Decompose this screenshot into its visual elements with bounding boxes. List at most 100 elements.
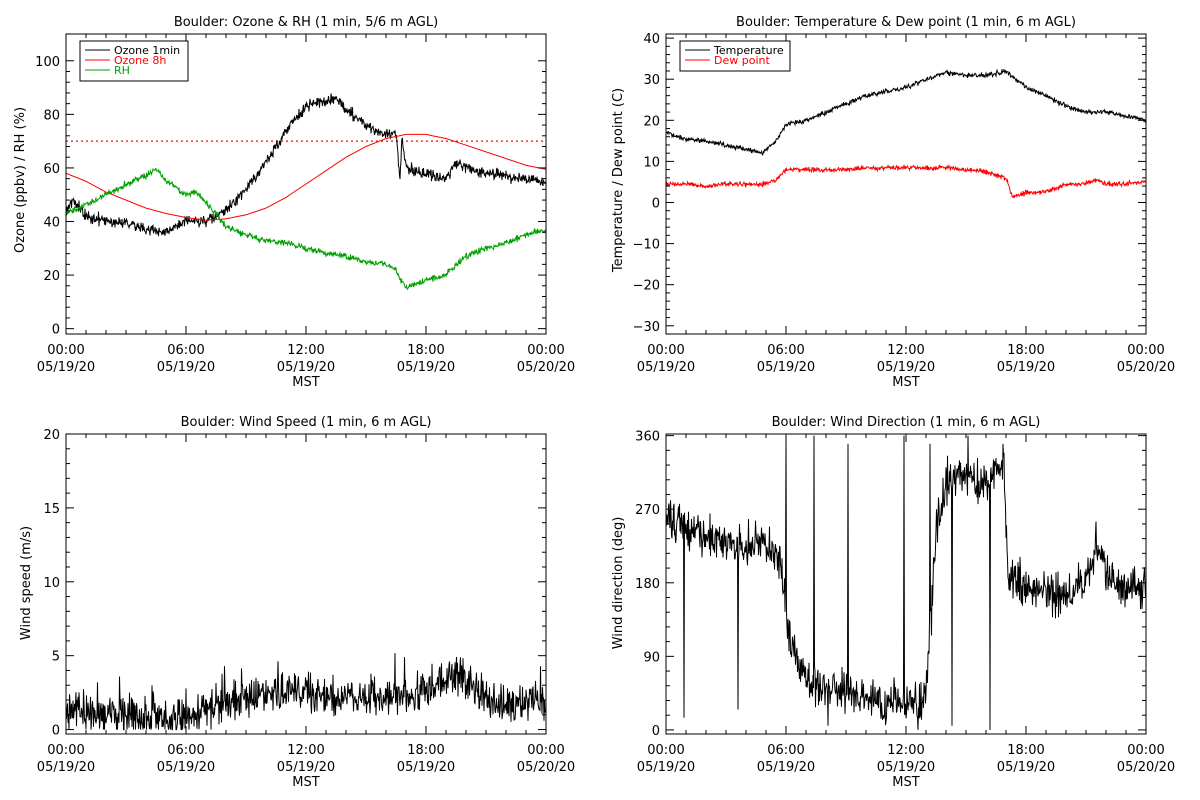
legend-label: Ozone 8h [114, 54, 166, 67]
x-tick-time: 12:00 [287, 343, 324, 358]
x-tick-date: 05/19/20 [757, 360, 815, 375]
x-tick-date: 05/20/20 [1117, 360, 1175, 375]
x-tick-time: 12:00 [887, 743, 924, 758]
x-tick-date: 05/19/20 [637, 760, 695, 775]
x-tick-time: 00:00 [1127, 743, 1164, 758]
plot-area [66, 653, 546, 731]
chart-title: Boulder: Ozone & RH (1 min, 5/6 m AGL) [174, 15, 438, 30]
y-axis-label: Wind direction (deg) [611, 517, 626, 650]
y-tick-label: 0 [652, 724, 660, 739]
x-tick-date: 05/19/20 [157, 760, 215, 775]
x-tick-date: 05/19/20 [397, 760, 455, 775]
y-tick-label: 60 [43, 162, 60, 177]
x-tick-time: 12:00 [887, 343, 924, 358]
x-tick-date: 05/19/20 [37, 760, 95, 775]
x-tick-date: 05/19/20 [397, 360, 455, 375]
y-axis-label: Temperature / Dew point (C) [611, 88, 626, 273]
y-tick-label: 10 [643, 155, 660, 170]
series-line-2 [66, 167, 546, 291]
x-axis-label: MST [292, 775, 319, 790]
x-axis-label: MST [292, 375, 319, 390]
y-tick-label: 5 [52, 650, 60, 665]
chart-title: Boulder: Wind Direction (1 min, 6 m AGL) [772, 415, 1041, 430]
x-tick-date: 05/19/20 [877, 760, 935, 775]
x-tick-date: 05/19/20 [277, 760, 335, 775]
x-tick-time: 06:00 [767, 343, 804, 358]
x-tick-time: 06:00 [167, 343, 204, 358]
x-tick-date: 05/19/20 [277, 360, 335, 375]
x-axis-label: MST [892, 775, 919, 790]
y-tick-label: 90 [643, 650, 660, 665]
series-line-0 [66, 653, 546, 731]
y-tick-label: 40 [43, 216, 60, 231]
chart-title: Boulder: Temperature & Dew point (1 min,… [736, 15, 1076, 30]
legend-label: RH [114, 64, 130, 77]
x-tick-time: 18:00 [1007, 343, 1044, 358]
y-tick-label: 80 [43, 108, 60, 123]
y-tick-label: 20 [43, 428, 60, 443]
x-tick-date: 05/20/20 [1117, 760, 1175, 775]
y-tick-label: −10 [633, 238, 660, 253]
x-tick-time: 06:00 [167, 743, 204, 758]
x-tick-date: 05/20/20 [517, 360, 575, 375]
x-tick-date: 05/19/20 [637, 360, 695, 375]
y-tick-label: 10 [43, 576, 60, 591]
y-tick-label: 270 [635, 503, 660, 518]
legend-box [679, 40, 791, 72]
y-tick-label: 100 [35, 55, 60, 70]
legend-label: Ozone 1min [114, 44, 180, 57]
panel-wind-direction: Boulder: Wind Direction (1 min, 6 m AGL)… [611, 415, 1175, 790]
y-tick-label: 0 [52, 724, 60, 739]
x-tick-time: 18:00 [407, 743, 444, 758]
y-axis-label: Ozone (ppbv) / RH (%) [13, 107, 28, 253]
y-tick-label: −20 [633, 279, 660, 294]
x-tick-date: 05/19/20 [877, 360, 935, 375]
plot-area [66, 93, 546, 291]
x-tick-time: 18:00 [1007, 743, 1044, 758]
y-tick-label: 40 [643, 32, 660, 47]
series-line-0 [666, 68, 1146, 157]
panel-temperature-dewpoint: Boulder: Temperature & Dew point (1 min,… [611, 15, 1175, 390]
ticks: 0 20 40 60 80 100 00:00 05/19/20 06:00 05/19/20 12… [35, 34, 575, 375]
x-tick-time: 00:00 [647, 743, 684, 758]
series-line-0 [66, 93, 546, 237]
x-tick-date: 05/19/20 [37, 360, 95, 375]
x-tick-date: 05/19/20 [997, 760, 1055, 775]
x-tick-time: 00:00 [1127, 343, 1164, 358]
chart-title: Boulder: Wind Speed (1 min, 6 m AGL) [181, 415, 432, 430]
y-tick-label: 20 [43, 269, 60, 284]
y-tick-label: 360 [635, 430, 660, 445]
x-tick-time: 12:00 [287, 743, 324, 758]
y-tick-label: −30 [633, 320, 660, 335]
x-tick-date: 05/19/20 [157, 360, 215, 375]
legend-box [79, 40, 189, 82]
ticks: 0 90 180 270 360 00:00 05/19/20 06:00 05/19/20 12… [635, 430, 1175, 775]
legend-label: Temperature [713, 44, 784, 57]
panel-ozone-rh: Boulder: Ozone & RH (1 min, 5/6 m AGL) O… [13, 15, 575, 390]
x-tick-time: 00:00 [47, 743, 84, 758]
x-tick-time: 00:00 [647, 343, 684, 358]
y-tick-label: 0 [52, 323, 60, 338]
x-tick-date: 05/19/20 [757, 760, 815, 775]
x-axis-label: MST [892, 375, 919, 390]
x-tick-date: 05/20/20 [517, 760, 575, 775]
series-line-0 [666, 435, 1146, 730]
y-tick-label: 30 [643, 73, 660, 88]
ticks: −30 −20 −10 0 10 20 30 40 00:00 05/19/20 06:00 05/1… [633, 32, 1176, 375]
y-axis-label: Wind speed (m/s) [19, 526, 34, 640]
y-tick-label: 0 [652, 196, 660, 211]
series-line-1 [666, 163, 1146, 199]
x-tick-time: 06:00 [767, 743, 804, 758]
x-tick-date: 05/19/20 [997, 360, 1055, 375]
x-tick-time: 18:00 [407, 343, 444, 358]
plot-area [666, 435, 1146, 730]
ticks: 0 5 10 15 20 00:00 05/19/20 06:00 05/19/20 12:00 0… [37, 428, 575, 775]
y-tick-label: 15 [43, 502, 60, 517]
x-tick-time: 00:00 [527, 743, 564, 758]
series-line-1 [66, 133, 546, 221]
legend-label: Dew point [714, 54, 770, 67]
y-tick-label: 20 [643, 114, 660, 129]
